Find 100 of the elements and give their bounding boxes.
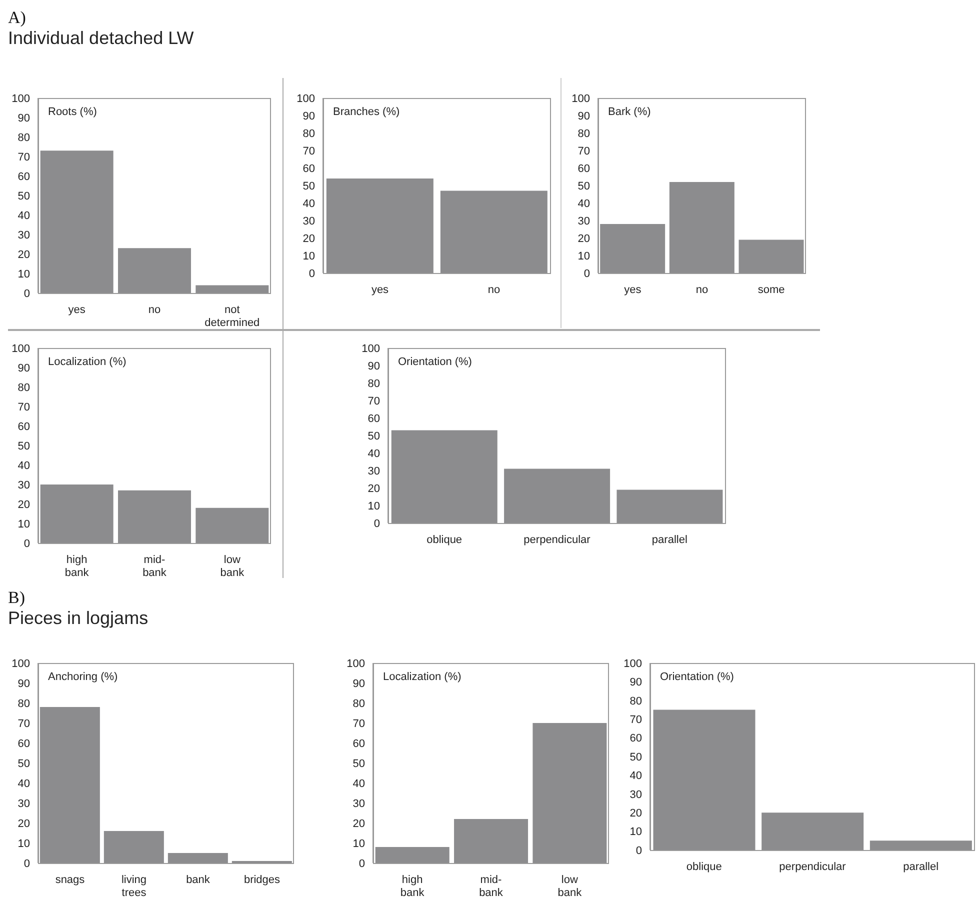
y-tick-label: 40 [302,198,315,210]
text: B) [8,588,26,608]
y-tick-label: 0 [308,268,315,280]
y-tick-label: 70 [630,714,642,726]
chart-subtitle: Individual detached LW [8,28,194,49]
y-tick-label: 30 [368,465,380,478]
y-tick-label: 60 [368,412,380,425]
y-tick-label: 80 [18,132,30,144]
y-tick-label: 90 [352,678,365,690]
y-tick-label: 100 [362,342,380,355]
y-tick-label: 20 [352,818,365,830]
x-tick-label: some [758,284,785,296]
y-tick-label: 50 [368,430,380,442]
x-tick-label: no [488,284,500,296]
bar [454,819,528,863]
bar [40,150,114,293]
x-tick-label: not determined [204,304,260,329]
y-tick-label: 0 [24,858,30,870]
bar [40,484,114,543]
x-tick-label: oblique [426,534,462,546]
bar [196,508,269,543]
y-tick-label: 60 [352,738,365,750]
y-tick-label: 30 [18,479,30,492]
bar [669,182,734,273]
text: Roots (%) [48,106,97,118]
text: A) [8,8,27,28]
y-tick-label: 10 [302,250,315,262]
y-tick-label: 40 [352,778,365,790]
y-tick-label: 80 [18,382,30,394]
y-tick-label: 50 [18,190,30,202]
y-tick-label: 90 [18,678,30,690]
y-tick-label: 30 [352,798,365,810]
x-tick-label: bank [186,874,210,886]
x-tick-label: living trees [121,874,147,899]
y-tick-label: 50 [578,180,590,192]
y-tick-label: 60 [578,162,590,175]
y-tick-label: 40 [630,770,642,782]
x-tick-label: perpendicular [779,861,846,873]
text: Bark (%) [608,106,651,118]
x-tick-label: perpendicular [524,534,591,546]
y-tick-label: 60 [630,732,642,745]
bar [600,224,666,273]
y-tick-label: 80 [18,698,30,710]
y-tick-label: 0 [584,268,590,280]
y-tick-label: 40 [18,778,30,790]
text: Orientation (%) [398,356,472,368]
y-tick-label: 20 [18,818,30,830]
y-tick-label: 90 [18,112,30,124]
bar [762,812,864,850]
y-tick-label: 30 [302,215,315,228]
y-tick-label: 10 [18,518,30,530]
text: Localization (%) [48,356,126,368]
x-tick-label: parallel [652,534,688,546]
text: Anchoring (%) [48,671,118,683]
y-tick-label: 20 [630,808,642,820]
bar [118,248,191,293]
y-tick-label: 60 [18,420,30,433]
y-tick-label: 70 [352,718,365,730]
text: Orientation (%) [660,671,734,683]
y-tick-label: 20 [578,232,590,245]
y-tick-label: 100 [572,92,590,105]
bar [532,723,607,863]
x-tick-label: low bank [220,554,245,579]
bar [391,430,498,523]
text: Localization (%) [383,671,462,683]
bar [168,853,228,863]
y-tick-label: 100 [296,92,315,105]
y-tick-label: 90 [302,110,315,122]
bar [653,710,756,850]
y-tick-label: 10 [368,500,380,512]
y-tick-label: 20 [302,232,315,245]
y-tick-label: 60 [302,162,315,175]
y-tick-label: 90 [18,362,30,374]
y-tick-label: 80 [630,695,642,708]
y-tick-label: 50 [630,751,642,764]
y-tick-label: 10 [630,826,642,838]
y-tick-label: 90 [578,110,590,122]
y-tick-label: 20 [18,498,30,511]
y-tick-label: 90 [630,676,642,689]
x-tick-label: mid-bank [479,874,504,899]
y-tick-label: 10 [578,250,590,262]
y-tick-label: 100 [12,658,30,670]
y-tick-label: 10 [18,838,30,850]
y-tick-label: 90 [368,360,380,372]
y-tick-label: 20 [368,482,380,495]
bar [616,490,723,523]
bar [196,285,269,293]
y-tick-label: 40 [368,448,380,460]
x-tick-label: high bank [400,874,425,899]
y-tick-label: 0 [358,858,365,870]
y-tick-label: 80 [368,378,380,390]
y-tick-label: 70 [18,151,30,164]
y-tick-label: 80 [578,128,590,140]
y-tick-label: 0 [24,538,30,550]
y-tick-label: 60 [18,170,30,183]
x-tick-label: high bank [64,554,90,579]
y-tick-label: 50 [352,758,365,770]
x-tick-label: parallel [903,861,939,873]
y-tick-label: 0 [24,288,30,300]
y-tick-label: 100 [346,658,365,670]
